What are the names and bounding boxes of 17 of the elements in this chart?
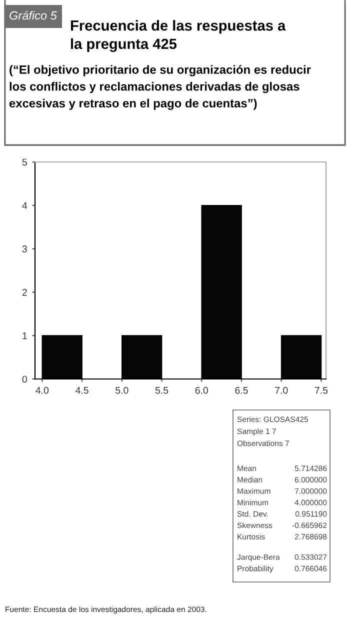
x-tick-label: 4.5: [76, 386, 88, 394]
x-tick-label: 7.0: [275, 386, 288, 394]
y-tick-label: 5: [22, 158, 27, 166]
x-tick-label: 5.5: [155, 386, 168, 394]
x-tick-label: 5.0: [116, 386, 128, 394]
x-tick-label: 6.5: [235, 386, 248, 394]
chart-title: Frecuencia de las respuestas a la pregunta 425: [70, 20, 286, 52]
y-tick-label: 2: [22, 288, 27, 296]
x-tick-label: 6.0: [195, 386, 208, 394]
y-tick-label: 1: [22, 332, 27, 340]
y-tick-label: 0: [22, 376, 27, 383]
chart-subtitle: (“El objetivo prioritario de su organización es reducir los conflictos y reclamaciones derivadas de glosas excesivas y retraso en el pago de cuentas”): [9, 65, 311, 110]
y-tick-label: 4: [22, 202, 28, 209]
y-tick-label: 3: [22, 246, 27, 252]
x-tick-label: 7.5: [314, 386, 328, 394]
x-tick-label: 4.0: [36, 386, 49, 394]
text: Gráfico 5: [10, 10, 57, 20]
